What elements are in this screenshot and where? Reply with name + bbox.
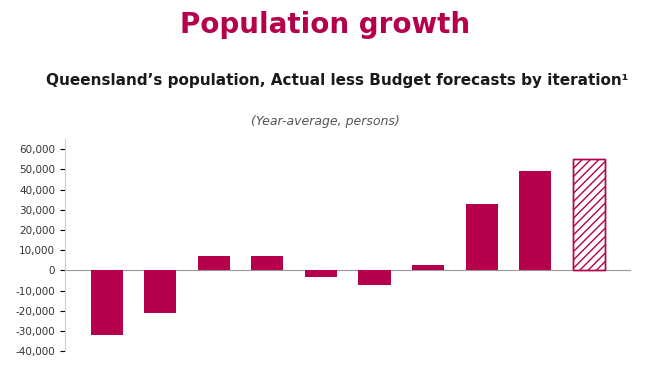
Bar xyxy=(252,256,283,270)
Bar xyxy=(144,270,176,313)
Bar xyxy=(358,270,391,285)
Bar xyxy=(198,256,230,270)
Bar xyxy=(519,171,551,270)
Bar xyxy=(412,265,444,270)
Bar xyxy=(305,270,337,277)
Text: (Year-average, persons): (Year-average, persons) xyxy=(251,115,399,128)
Text: Queensland’s population, Actual less Budget forecasts by iteration¹: Queensland’s population, Actual less Bud… xyxy=(46,73,628,88)
Bar xyxy=(91,270,123,335)
Bar xyxy=(573,159,604,270)
Text: Population growth: Population growth xyxy=(180,11,470,39)
Bar xyxy=(465,204,498,270)
Bar xyxy=(573,159,604,270)
